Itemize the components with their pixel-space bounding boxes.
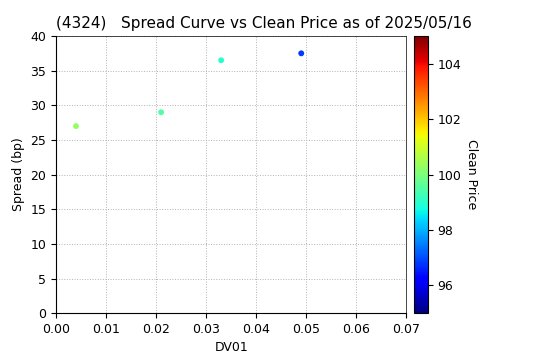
X-axis label: DV01: DV01	[214, 342, 248, 355]
Point	[217, 57, 226, 63]
Y-axis label: Clean Price: Clean Price	[465, 139, 478, 210]
Y-axis label: Spread (bp): Spread (bp)	[12, 138, 25, 211]
Text: (4324)   Spread Curve vs Clean Price as of 2025/05/16: (4324) Spread Curve vs Clean Price as of…	[56, 16, 472, 31]
Point	[297, 50, 306, 56]
Point	[157, 109, 166, 115]
Point	[72, 123, 81, 129]
